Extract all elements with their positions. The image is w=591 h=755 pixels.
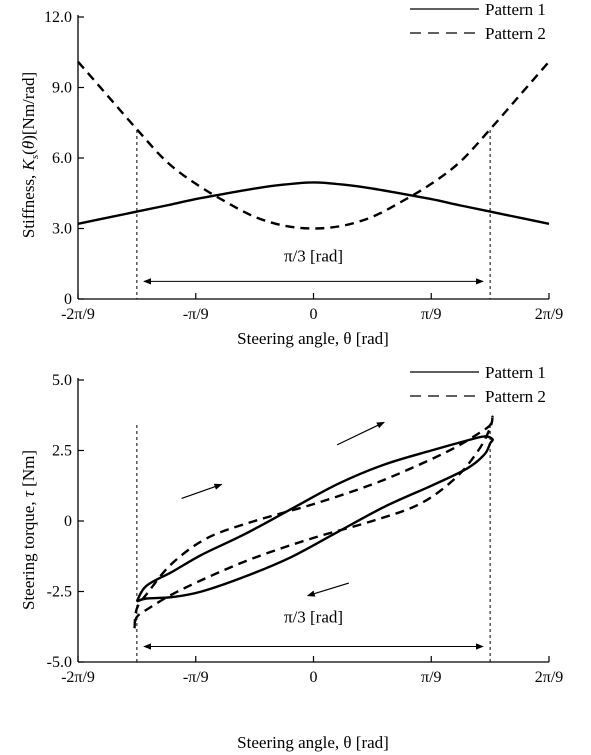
panel2-x-tick-label: -2π/9 [61,669,95,686]
panel1-y-tick-label: 12.0 [44,9,72,26]
panel2-y-tick-label: 2.5 [52,443,72,460]
panel1-legend-label-2: Pattern 2 [485,24,546,43]
panel2-x-axis-label: Steering angle, θ [rad] [237,733,389,752]
panel2-direction-arrow [181,483,223,500]
panel2-legend-label-1: Pattern 1 [485,363,546,382]
panel1-range-annotation-text: π/3 [rad] [284,246,343,265]
panel2-y-tick-label: 5.0 [52,372,72,389]
panel2-x-tick-label: 2π/9 [535,669,564,686]
panel2-x-tick-label: 0 [310,669,318,686]
panel2-y-tick-label: -5.0 [47,654,72,671]
panel1-y-axis-label: Stiffness, Ks(θ)[Nm/rad] [19,72,41,238]
panel1-y-tick-label: 6.0 [52,150,72,167]
panel2-legend-label-2: Pattern 2 [485,387,546,406]
panel1-series-1-line [77,181,550,225]
panel2-range-annotation-text: π/3 [rad] [284,608,343,627]
panel1-x-tick-label: π/9 [421,306,442,323]
panel2-series-2-line [133,415,494,629]
panel2-x-tick-label: -π/9 [183,669,209,686]
panel1-y-tick-label: 3.0 [52,221,72,238]
panel1-x-axis-label: Steering angle, θ [rad] [237,329,389,348]
panel1-series-2-line [77,60,550,230]
panel2-direction-arrow [306,582,350,597]
panel2-y-tick-label: -2.5 [47,584,72,601]
panel1-x-tick-label: -2π/9 [61,306,95,323]
panel1-x-tick-label: 2π/9 [535,306,564,323]
panel2-direction-arrow [336,421,385,446]
panel1-x-tick-label: -π/9 [183,306,209,323]
panel1-y-tick-label: 9.0 [52,80,72,97]
panel1-legend-label-1: Pattern 1 [485,0,546,19]
panel1-y-tick-label: 0 [64,291,72,308]
panel1-x-tick-label: 0 [310,306,318,323]
panel2-x-tick-label: π/9 [421,669,442,686]
panel2-series-1-line [135,435,494,603]
panel2-y-axis-label: Steering torque, τ [Nm] [19,450,38,610]
panel2-y-tick-label: 0 [64,513,72,530]
